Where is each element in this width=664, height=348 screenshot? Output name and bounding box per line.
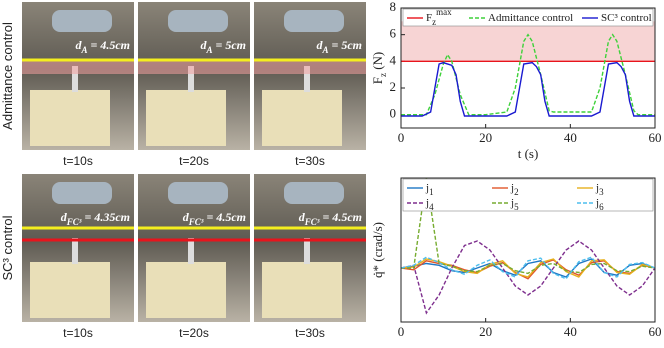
legend-label: j5: [510, 197, 519, 213]
foam-block: [146, 90, 226, 146]
y-tick-label: 8: [390, 0, 397, 14]
limit-band: [254, 60, 366, 74]
legend-label: j1: [425, 182, 434, 198]
time-label: t=10s: [63, 326, 93, 340]
tool: [72, 66, 78, 92]
series-line: [401, 177, 656, 275]
time-label: t=10s: [63, 154, 93, 168]
robot: [284, 10, 344, 32]
y-axis-label: q̇* (crad/s): [370, 222, 385, 278]
robot: [284, 182, 344, 204]
limit-band: [22, 60, 134, 74]
limit-band: [401, 21, 655, 62]
series-line: [401, 33, 655, 116]
x-tick-label: 40: [564, 130, 577, 145]
x-tick-label: 40: [564, 324, 577, 339]
distance-label: dFC³ = 4.5cm: [183, 210, 246, 227]
legend-label: j3: [595, 182, 604, 198]
plot-frame: [400, 177, 656, 323]
robot: [168, 10, 228, 32]
x-tick-label: 0: [398, 324, 405, 339]
series-line: [401, 61, 655, 117]
row-label: SC³ control: [0, 215, 15, 280]
foam-block: [30, 262, 110, 318]
time-label: t=30s: [295, 154, 325, 168]
x-tick-label: 20: [479, 130, 492, 145]
legend-label: Admittance control: [488, 12, 573, 24]
y-tick-label: 0: [390, 106, 397, 121]
tool: [188, 238, 194, 264]
legend-label: j2: [510, 182, 519, 198]
robot: [168, 182, 228, 204]
tool: [304, 238, 310, 264]
distance-label: dA = 5cm: [200, 38, 246, 55]
foam-block: [262, 90, 342, 146]
distance-label: dA = 5cm: [316, 38, 362, 55]
legend-box: [402, 178, 654, 212]
y-tick-label: 6: [390, 26, 397, 41]
series-line: [400, 258, 656, 278]
y-tick-label: 2: [390, 79, 397, 94]
time-label: t=30s: [295, 326, 325, 340]
distance-label: dFC³ = 4.5cm: [299, 210, 362, 227]
time-label: t=20s: [179, 326, 209, 340]
tool: [188, 66, 194, 92]
legend-box: [402, 8, 654, 27]
x-tick-label: 20: [479, 324, 492, 339]
tool: [304, 66, 310, 92]
series-line: [400, 256, 656, 280]
foam-block: [262, 262, 342, 318]
distance-label: dA = 4.5cm: [75, 38, 130, 55]
legend-label: j4: [425, 197, 434, 213]
time-label: t=20s: [179, 154, 209, 168]
x-tick-label: 60: [649, 324, 662, 339]
plot-frame: [400, 7, 656, 129]
foam-block: [30, 90, 110, 146]
x-tick-label: 0: [398, 130, 405, 145]
x-tick-label: 60: [649, 130, 662, 145]
robot: [52, 182, 112, 204]
row-label: Admittance control: [0, 22, 15, 130]
robot: [52, 10, 112, 32]
series-line: [400, 258, 656, 278]
foam-block: [146, 262, 226, 318]
legend-label: Fzmax: [426, 7, 452, 27]
limit-band: [138, 60, 250, 74]
legend-label: j6: [595, 197, 604, 213]
legend-label: SC³ control: [601, 12, 652, 24]
series-line: [400, 240, 656, 315]
x-axis-label: t (s): [518, 146, 539, 161]
y-axis-label: Fz (N): [370, 52, 388, 85]
y-tick-label: 4: [390, 52, 397, 67]
tool: [72, 238, 78, 264]
distance-label: dFC³ = 4.35cm: [61, 210, 130, 227]
